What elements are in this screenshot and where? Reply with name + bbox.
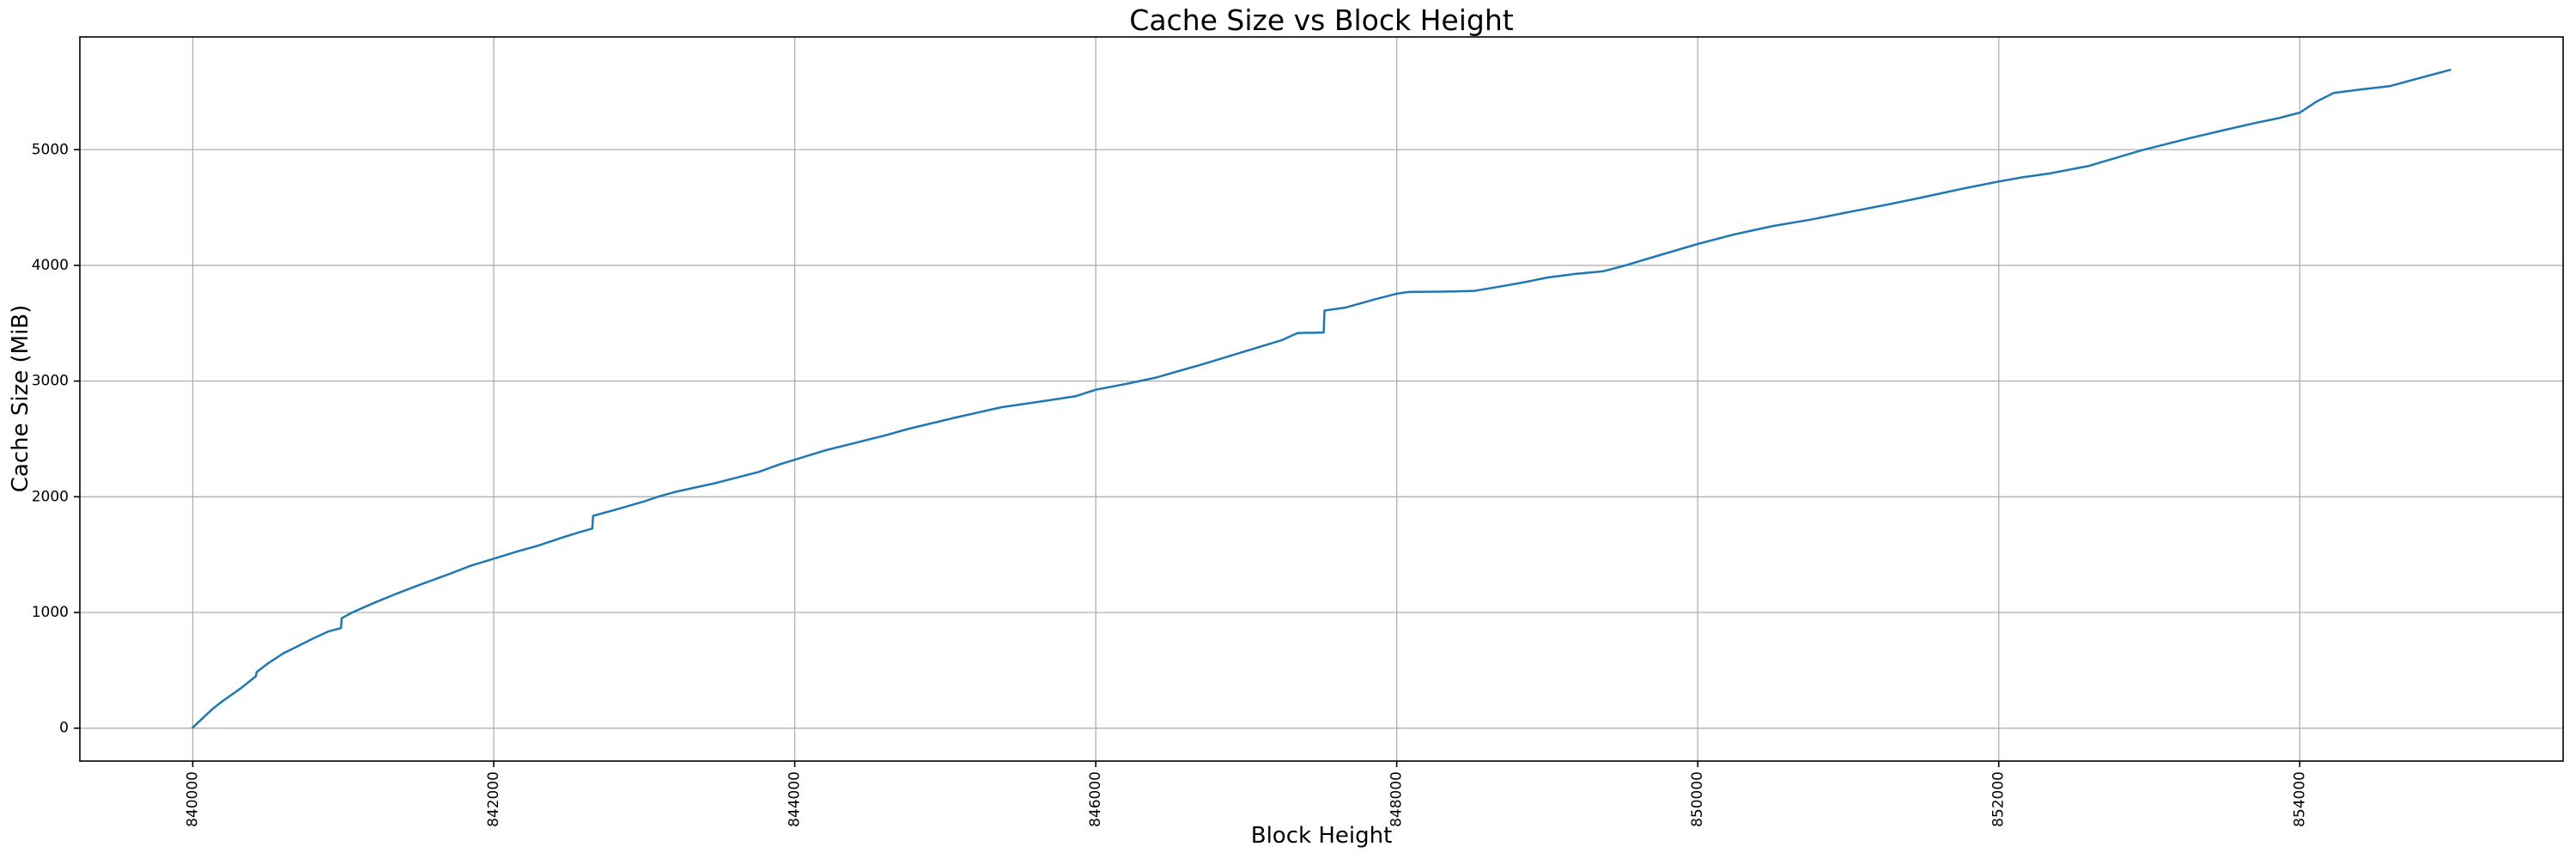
cache-size-line	[191, 69, 2451, 729]
x-tick-label: 848000	[1388, 771, 1406, 827]
x-tick-label: 844000	[787, 771, 804, 827]
y-tick-label: 4000	[32, 257, 69, 274]
x-axis-label: Block Height	[1251, 823, 1393, 849]
x-tick-label: 850000	[1689, 771, 1706, 827]
plot-border	[79, 36, 2564, 762]
x-tick-label: 852000	[1990, 771, 2008, 827]
y-tick-label: 5000	[32, 141, 69, 158]
y-axis-label: Cache Size (MiB)	[8, 305, 33, 493]
x-tick-label: 846000	[1087, 771, 1104, 827]
gridlines	[80, 37, 2563, 761]
y-tick-label: 0	[59, 720, 69, 737]
axis-spines	[79, 36, 2564, 762]
x-tick-label: 854000	[2291, 771, 2308, 827]
tick-labels: 840000 842000 844000 846000 848000 850000 8520…	[32, 141, 2309, 827]
axis-ticks	[74, 149, 2301, 767]
x-tick-label: 842000	[485, 771, 502, 827]
y-tick-label: 3000	[32, 373, 69, 390]
y-tick-label: 1000	[32, 604, 69, 621]
y-tick-label: 2000	[32, 488, 69, 505]
chart-title: Cache Size vs Block Height	[1129, 3, 1513, 37]
series-lines	[191, 69, 2451, 729]
x-tick-label: 840000	[184, 771, 201, 827]
